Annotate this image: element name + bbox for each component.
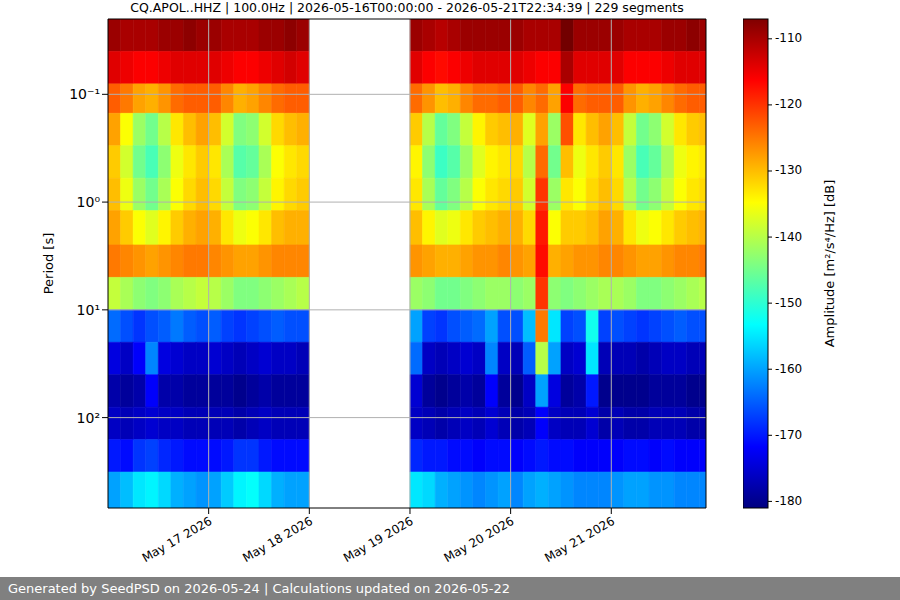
html-text:CQ.APOL..HHZ | 100.0Hz | 2026-: CQ.APOL..HHZ | 100.0Hz | 2026-05-16T00:0… bbox=[130, 0, 684, 15]
svg-text:-170: -170 bbox=[775, 428, 802, 442]
svg-text:-120: -120 bbox=[775, 97, 802, 111]
svg-text:-110: -110 bbox=[775, 31, 802, 45]
svg-text:10⁰: 10⁰ bbox=[77, 194, 101, 210]
svg-text:-130: -130 bbox=[775, 163, 802, 177]
html-text:Generated by SeedPSD on 2026-0: Generated by SeedPSD on 2026-05-24 | Cal… bbox=[8, 581, 510, 596]
svg-text:10¹: 10¹ bbox=[77, 302, 100, 318]
svg-text:May 17 2026: May 17 2026 bbox=[140, 514, 215, 565]
svg-text:-180: -180 bbox=[775, 494, 802, 508]
svg-text:May 19 2026: May 19 2026 bbox=[341, 514, 416, 565]
svg-text:-160: -160 bbox=[775, 362, 802, 376]
svg-text:Period [s]: Period [s] bbox=[41, 233, 56, 295]
svg-text:-150: -150 bbox=[775, 296, 802, 310]
svg-text:10²: 10² bbox=[77, 410, 100, 426]
svg-text:Amplitude [m²/s⁴/Hz] [dB]: Amplitude [m²/s⁴/Hz] [dB] bbox=[822, 180, 837, 348]
svg-text:-140: -140 bbox=[775, 230, 802, 244]
svg-text:May 21 2026: May 21 2026 bbox=[542, 514, 617, 565]
svg-text:10⁻¹: 10⁻¹ bbox=[69, 86, 100, 102]
svg-text:May 20 2026: May 20 2026 bbox=[442, 514, 517, 565]
svg-text:May 18 2026: May 18 2026 bbox=[240, 514, 315, 565]
